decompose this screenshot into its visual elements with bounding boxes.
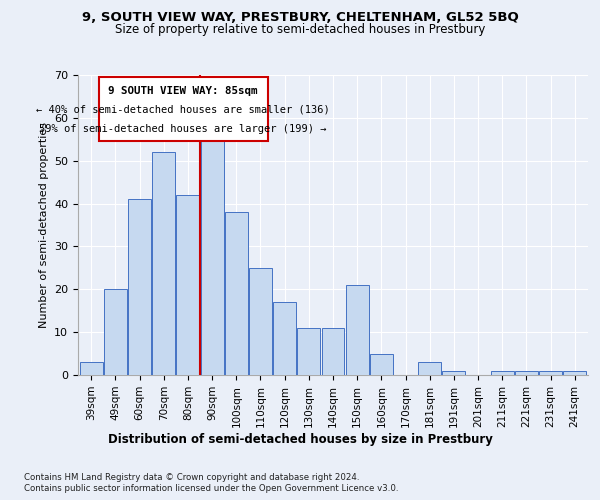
Bar [298, 328, 320, 375]
Bar [322, 328, 344, 375]
Bar [539, 370, 562, 375]
Text: 9, SOUTH VIEW WAY, PRESTBURY, CHELTENHAM, GL52 5BQ: 9, SOUTH VIEW WAY, PRESTBURY, CHELTENHAM… [82, 11, 518, 24]
Text: 59% of semi-detached houses are larger (199) →: 59% of semi-detached houses are larger (… [40, 124, 327, 134]
Bar [346, 285, 368, 375]
Bar [491, 370, 514, 375]
FancyBboxPatch shape [98, 77, 268, 142]
Bar [104, 290, 127, 375]
Bar [80, 362, 103, 375]
Bar [370, 354, 393, 375]
Bar [442, 370, 466, 375]
Bar [563, 370, 586, 375]
Y-axis label: Number of semi-detached properties: Number of semi-detached properties [38, 122, 49, 328]
Text: Distribution of semi-detached houses by size in Prestbury: Distribution of semi-detached houses by … [107, 432, 493, 446]
Bar [176, 195, 199, 375]
Bar [152, 152, 175, 375]
Bar [515, 370, 538, 375]
Bar [200, 130, 224, 375]
Bar [249, 268, 272, 375]
Bar [418, 362, 441, 375]
Text: Contains HM Land Registry data © Crown copyright and database right 2024.: Contains HM Land Registry data © Crown c… [24, 472, 359, 482]
Text: Contains public sector information licensed under the Open Government Licence v3: Contains public sector information licen… [24, 484, 398, 493]
Text: ← 40% of semi-detached houses are smaller (136): ← 40% of semi-detached houses are smalle… [36, 104, 330, 115]
Text: Size of property relative to semi-detached houses in Prestbury: Size of property relative to semi-detach… [115, 22, 485, 36]
Bar [273, 302, 296, 375]
Text: 9 SOUTH VIEW WAY: 85sqm: 9 SOUTH VIEW WAY: 85sqm [109, 86, 258, 96]
Bar [225, 212, 248, 375]
Bar [128, 200, 151, 375]
